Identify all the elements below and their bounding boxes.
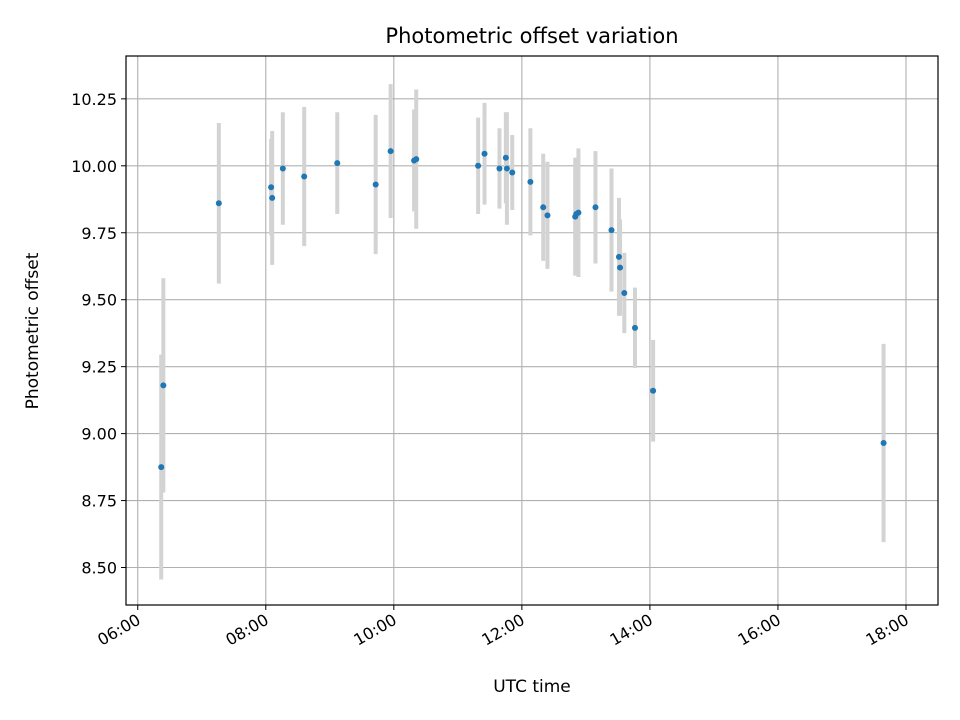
x-axis-label: UTC time xyxy=(493,677,571,697)
data-point xyxy=(631,324,638,331)
y-tick-label: 8.50 xyxy=(81,559,117,578)
y-tick-label: 8.75 xyxy=(81,492,117,511)
data-point xyxy=(158,464,165,471)
y-tick-label: 9.50 xyxy=(81,291,117,310)
data-point xyxy=(387,148,394,155)
data-point xyxy=(509,169,516,176)
y-tick-label: 10.25 xyxy=(71,90,117,109)
data-point xyxy=(475,162,482,169)
data-point xyxy=(592,204,599,211)
y-axis-label: Photometric offset xyxy=(23,252,43,409)
y-tick-label: 9.25 xyxy=(81,358,117,377)
data-point xyxy=(527,178,534,185)
data-point xyxy=(650,387,657,394)
data-point xyxy=(502,154,509,161)
data-point xyxy=(621,290,628,297)
y-axis-ticks: 8.50 8.75 9.00 9.25 9.50 9.75 10.00 10.25 xyxy=(71,90,126,578)
y-tick-label: 10.00 xyxy=(71,157,117,176)
data-point xyxy=(540,204,547,211)
y-tick-label: 9.00 xyxy=(81,425,117,444)
data-point xyxy=(301,173,308,180)
data-point xyxy=(544,212,551,219)
data-point xyxy=(617,264,624,271)
data-point xyxy=(481,150,488,157)
data-point xyxy=(608,227,615,234)
data-point xyxy=(615,253,622,260)
data-point xyxy=(334,160,341,167)
data-points xyxy=(158,148,887,471)
y-tick-label: 9.75 xyxy=(81,224,117,243)
data-point xyxy=(279,165,286,172)
data-point xyxy=(880,439,887,446)
data-point xyxy=(215,200,222,207)
data-point xyxy=(269,194,276,201)
data-point xyxy=(268,184,275,191)
data-point xyxy=(160,382,167,389)
data-point xyxy=(413,156,420,163)
data-point xyxy=(575,209,582,216)
data-point xyxy=(503,165,510,172)
chart-title: Photometric offset variation xyxy=(385,24,678,48)
data-point xyxy=(496,165,503,172)
data-point xyxy=(372,181,379,188)
plot-frame xyxy=(125,55,939,606)
